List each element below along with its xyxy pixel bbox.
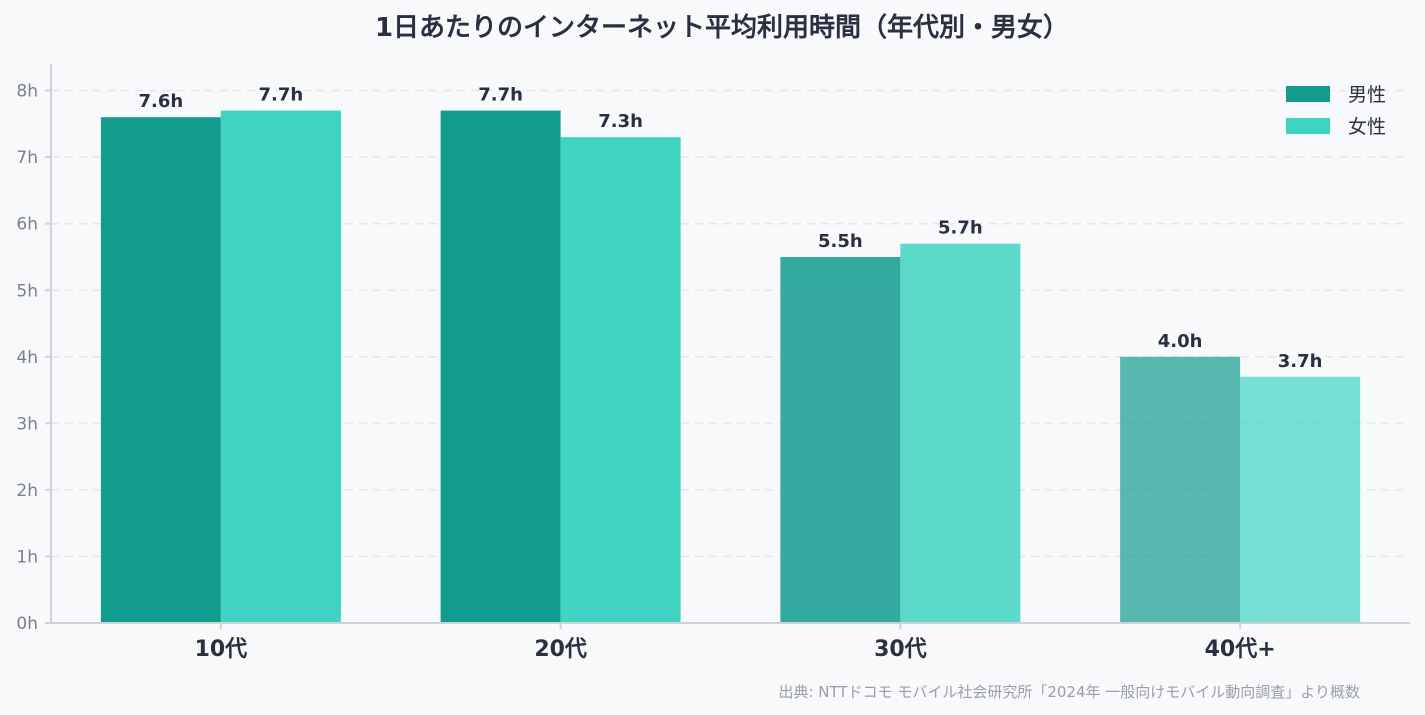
y-tick-label: 4h bbox=[16, 348, 38, 368]
source-note: 出典: NTTドコモ モバイル社会研究所「2024年 一般向けモバイル動向調査」… bbox=[778, 683, 1360, 701]
data-label: 3.7h bbox=[1278, 351, 1323, 372]
bar bbox=[220, 110, 341, 624]
chart-title: 1日あたりのインターネット平均利用時間（年代別・男女） bbox=[375, 12, 1069, 43]
data-label: 5.7h bbox=[938, 218, 983, 239]
bar bbox=[100, 117, 221, 623]
y-tick-label: 5h bbox=[16, 281, 38, 301]
y-tick-label: 1h bbox=[16, 547, 38, 567]
data-label: 4.0h bbox=[1158, 331, 1203, 352]
y-tick-label: 3h bbox=[16, 414, 38, 434]
data-label: 5.5h bbox=[818, 231, 863, 252]
ticks-layer: 0h 1h 2h 3h 4h 5h 6h 7h 8h 10代 20代 30代 40代+ bbox=[16, 82, 1275, 662]
data-label: 7.3h bbox=[598, 111, 643, 132]
x-tick-label: 30代 bbox=[874, 637, 927, 662]
bars-layer: 7.6h 7.7h 7.7h 7.3h 5.5h 5.7h 4.0h 3.7h bbox=[100, 85, 1361, 624]
data-label: 7.7h bbox=[259, 85, 304, 106]
x-tick-label: 40代+ bbox=[1205, 637, 1276, 662]
y-tick-label: 6h bbox=[16, 215, 38, 235]
bar bbox=[440, 110, 561, 624]
data-label: 7.7h bbox=[478, 85, 523, 106]
legend-swatch bbox=[1286, 86, 1330, 102]
legend-label: 男性 bbox=[1348, 84, 1386, 106]
bar bbox=[1120, 356, 1241, 623]
legend-swatch bbox=[1286, 118, 1330, 134]
data-label: 7.6h bbox=[139, 91, 184, 112]
bar bbox=[560, 137, 681, 623]
x-tick-label: 20代 bbox=[534, 637, 587, 662]
legend-label: 女性 bbox=[1348, 116, 1386, 138]
y-tick-label: 2h bbox=[16, 481, 38, 501]
x-tick-label: 10代 bbox=[195, 637, 248, 662]
y-tick-label: 8h bbox=[16, 82, 38, 102]
bar bbox=[1240, 376, 1361, 623]
bar bbox=[780, 256, 901, 623]
y-tick-label: 7h bbox=[16, 148, 38, 168]
y-tick-label: 0h bbox=[16, 614, 38, 634]
bar bbox=[900, 243, 1021, 623]
